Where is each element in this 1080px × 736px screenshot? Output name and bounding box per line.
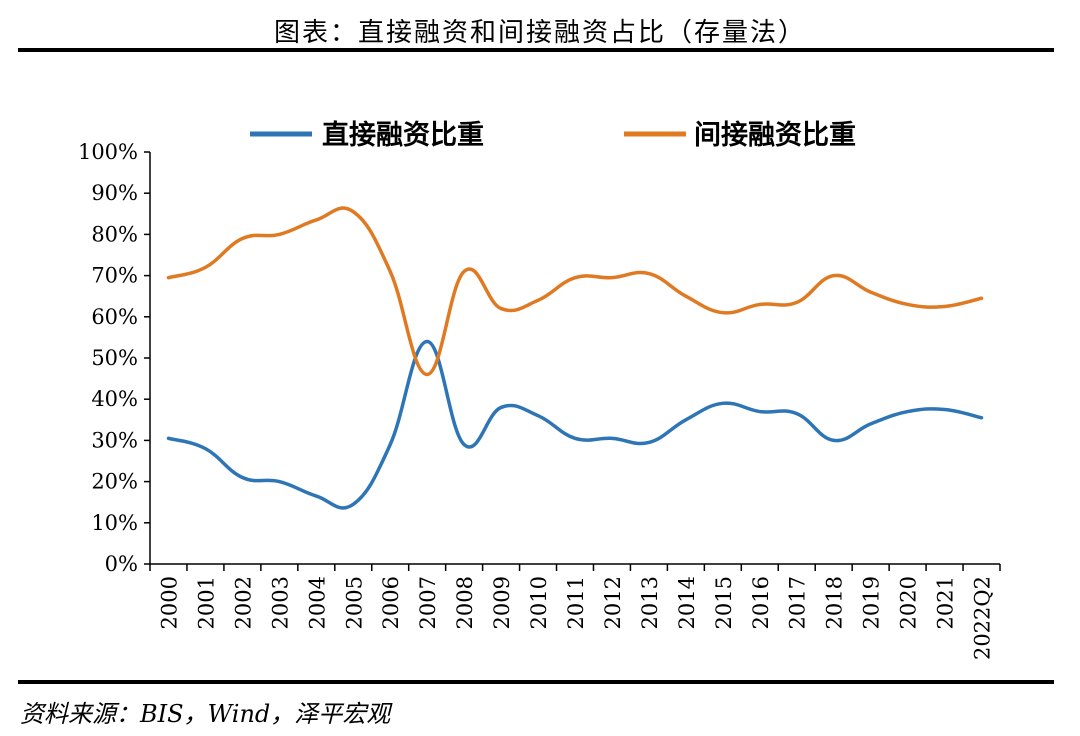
data-point xyxy=(758,302,762,306)
x-tick-label: 2009 xyxy=(490,576,514,629)
data-point xyxy=(906,410,910,414)
bottom-rule xyxy=(18,680,1054,684)
data-point xyxy=(277,480,281,484)
x-tick-label: 2015 xyxy=(712,576,736,629)
data-point xyxy=(314,494,318,498)
data-point xyxy=(462,443,466,447)
x-tick-label: 2013 xyxy=(638,576,662,629)
legend: 直接融资比重 间接融资比重 xyxy=(250,120,856,151)
data-point xyxy=(425,340,429,344)
data-point xyxy=(499,307,503,311)
data-point xyxy=(203,447,207,451)
data-point xyxy=(351,210,355,214)
data-point xyxy=(462,269,466,273)
data-point xyxy=(906,302,910,306)
x-tick-label: 2007 xyxy=(416,576,440,629)
data-point xyxy=(832,438,836,442)
data-point xyxy=(166,276,170,280)
data-point xyxy=(943,305,947,308)
y-tick-label: 0% xyxy=(105,552,138,576)
axes: 0% 10% 20% 30% 40% 50% 60% 70% 80% 90% 100% 2000 200… xyxy=(78,140,1001,660)
data-point xyxy=(573,276,577,280)
data-point xyxy=(536,414,540,418)
data-point xyxy=(647,440,651,444)
x-tick-label: 2018 xyxy=(823,576,847,629)
data-point xyxy=(425,372,429,376)
series-line-indirect xyxy=(166,206,984,377)
y-tick-label: 70% xyxy=(91,264,138,288)
x-tick-label: 2012 xyxy=(601,576,625,629)
data-point xyxy=(203,265,207,269)
x-tick-label: 2022Q2 xyxy=(971,576,995,660)
top-rule xyxy=(18,48,1054,52)
series-layer xyxy=(166,206,984,510)
data-point xyxy=(240,475,244,479)
data-point xyxy=(980,416,984,420)
x-tick-label: 2003 xyxy=(268,576,292,629)
x-tick-label: 2016 xyxy=(749,576,773,629)
data-point xyxy=(684,418,688,422)
y-tick-label: 60% xyxy=(91,305,138,329)
data-point xyxy=(647,272,651,276)
y-tick-label: 10% xyxy=(91,511,138,535)
x-tick-label: 2008 xyxy=(453,576,477,629)
data-point xyxy=(388,269,392,273)
data-point xyxy=(795,300,799,304)
data-point xyxy=(684,294,688,298)
y-tick-label: 20% xyxy=(91,470,138,494)
x-tick-label: 2000 xyxy=(157,576,181,629)
source-note: 资料来源：BIS，Wind，泽平宏观 xyxy=(20,700,391,728)
x-tick-label: 2017 xyxy=(786,576,810,629)
data-point xyxy=(240,237,244,241)
data-point xyxy=(314,218,318,222)
y-tick-label: 30% xyxy=(91,428,138,452)
data-point xyxy=(573,436,577,440)
y-tick-label: 80% xyxy=(91,222,138,246)
data-point xyxy=(832,274,836,278)
data-point xyxy=(721,311,725,315)
data-point xyxy=(499,405,503,409)
x-tick-label: 2002 xyxy=(231,576,255,629)
x-tick-label: 2021 xyxy=(934,576,958,629)
data-point xyxy=(536,298,540,302)
x-tick-label: 2014 xyxy=(675,576,699,629)
legend-indirect-label: 间接融资比重 xyxy=(694,120,856,151)
x-tick-label: 2011 xyxy=(564,576,588,629)
data-point xyxy=(795,412,799,416)
data-point xyxy=(610,436,614,440)
series-line-direct xyxy=(166,339,984,510)
chart-title: 图表：直接融资和间接融资占比（存量法） xyxy=(273,18,806,48)
x-tick-label: 2004 xyxy=(305,576,329,629)
legend-direct-label: 直接融资比重 xyxy=(322,120,484,151)
y-tick-label: 50% xyxy=(91,346,138,370)
data-point xyxy=(943,408,947,411)
data-point xyxy=(610,276,614,280)
data-point xyxy=(351,502,355,506)
data-point xyxy=(277,232,281,236)
y-tick-label: 100% xyxy=(78,140,138,164)
y-tick-label: 40% xyxy=(91,387,138,411)
data-point xyxy=(166,436,170,440)
x-tick-label: 2005 xyxy=(342,576,366,629)
data-point xyxy=(980,296,984,300)
data-point xyxy=(388,443,392,447)
data-point xyxy=(721,401,725,405)
data-point xyxy=(758,410,762,414)
x-tick-label: 2001 xyxy=(194,576,218,629)
x-tick-label: 2010 xyxy=(527,576,551,629)
y-tick-label: 90% xyxy=(91,181,138,205)
data-point xyxy=(869,290,873,294)
x-tick-label: 2006 xyxy=(379,576,403,629)
x-tick-label: 2019 xyxy=(860,576,884,629)
data-point xyxy=(869,422,873,426)
x-tick-label: 2020 xyxy=(897,576,921,629)
